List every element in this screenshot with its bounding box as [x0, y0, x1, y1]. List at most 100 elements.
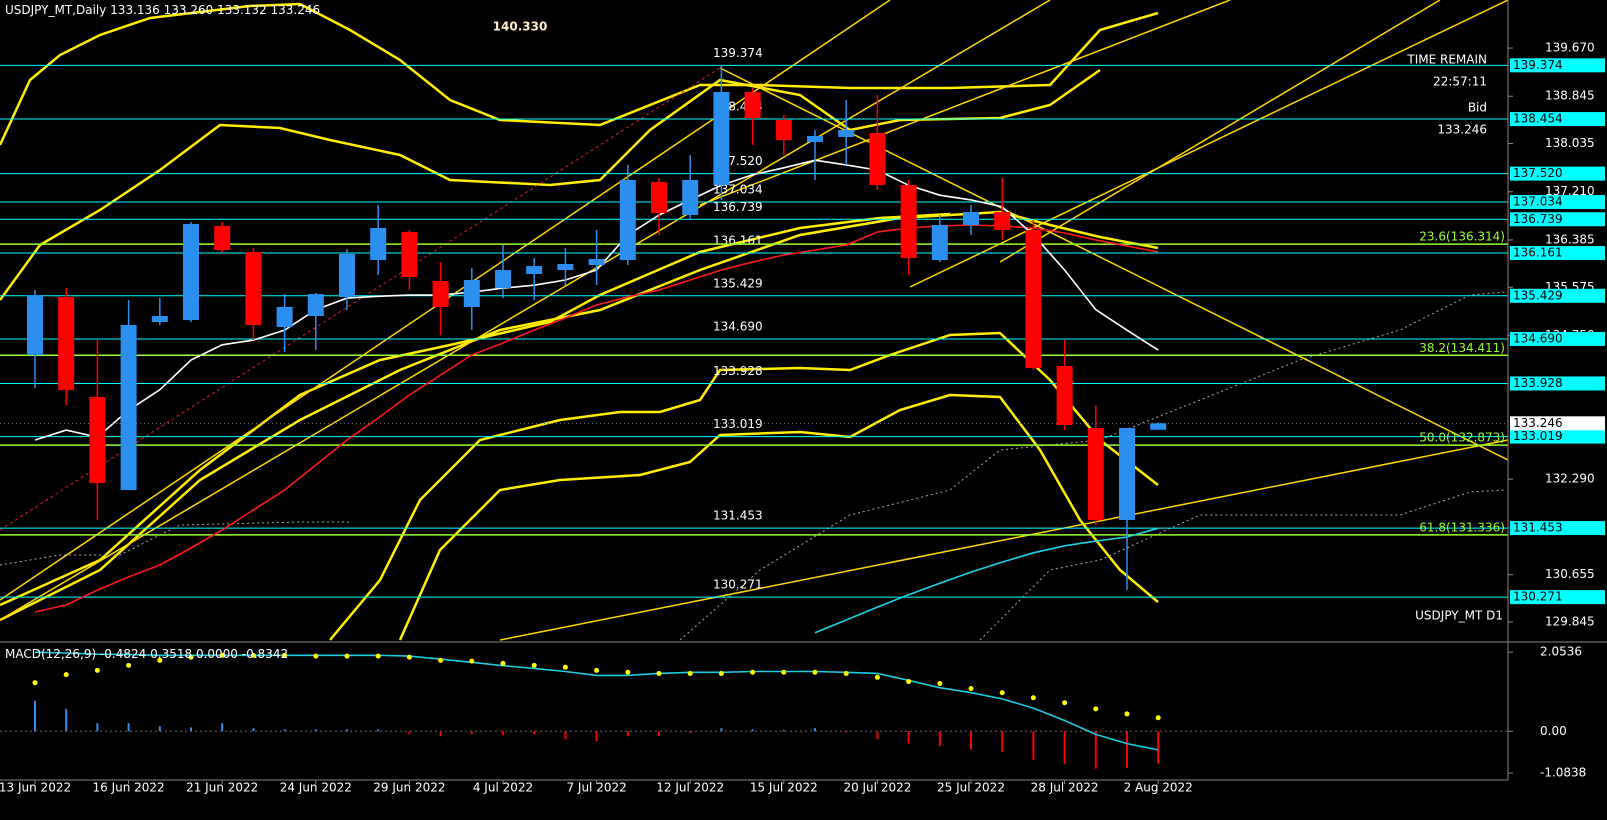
level-axis-label: 136.161 [1513, 246, 1563, 260]
x-tick-label: 12 Jul 2022 [656, 781, 724, 795]
candle-body [526, 266, 543, 275]
candle-body [651, 182, 667, 214]
signal-dot [250, 652, 256, 658]
level-label: 139.374 [713, 46, 763, 60]
level-box [1510, 246, 1605, 261]
signal-dot [438, 657, 444, 663]
candle-body [89, 397, 106, 484]
trendline [0, 0, 1051, 621]
y-tick-label: 138.845 [1545, 89, 1595, 103]
y-tick-label: 130.655 [1545, 567, 1595, 581]
current-price-label: 133.246 [1513, 416, 1563, 430]
candle-body [1087, 428, 1104, 521]
candle-body [1150, 423, 1167, 430]
signal-dot [906, 679, 912, 685]
band [0, 212, 951, 607]
band [0, 210, 1159, 622]
candle-body [619, 179, 636, 261]
macd-label: MACD(12,26,9) [5, 647, 96, 661]
level-box [1510, 58, 1605, 73]
bid-label: Bid [1468, 101, 1487, 115]
candle-body [713, 92, 730, 186]
level-label: 131.453 [713, 509, 763, 523]
trendline [0, 67, 721, 531]
y-tick-label: 138.035 [1545, 136, 1595, 150]
candle-body [838, 130, 855, 137]
candle-body [58, 297, 75, 391]
indicator-bands [0, 2, 1159, 641]
level-label: 135.429 [713, 276, 763, 290]
candle-body [588, 259, 605, 266]
candle-body [276, 307, 293, 328]
candle-body [183, 224, 199, 321]
signal-dot [718, 670, 724, 676]
candle-body [307, 294, 324, 316]
cloud [0, 291, 1506, 641]
candle-body [1119, 428, 1135, 521]
signal-dot [812, 669, 818, 675]
signal-dot [656, 670, 662, 676]
candle-body [245, 252, 262, 325]
candle-body [27, 295, 43, 356]
signal-dot [531, 662, 537, 668]
high-readout: 133.260 [164, 3, 214, 17]
candle-body [931, 225, 948, 261]
x-tick-label: 29 Jun 2022 [373, 781, 445, 795]
signal-dot [313, 653, 319, 659]
signal-dot [594, 667, 600, 673]
candle-body [214, 226, 231, 251]
x-tick-label: 13 Jun 2022 [0, 781, 71, 795]
level-label: 134.690 [713, 319, 763, 333]
signal-dot [843, 670, 849, 676]
signal-dot [126, 662, 132, 668]
x-tick-label: 20 Jul 2022 [843, 781, 911, 795]
time-remain: 22:57:11 [1433, 75, 1487, 89]
trendline [909, 0, 1508, 288]
signal-dot [282, 652, 288, 658]
level-label: 136.161 [713, 234, 763, 248]
band [329, 331, 1159, 641]
x-tick-label: 28 Jul 2022 [1031, 781, 1099, 795]
x-tick-label: 21 Jun 2022 [186, 781, 258, 795]
low-readout: 133.132 [217, 3, 267, 17]
signal-dot [687, 670, 693, 676]
signal-dot [94, 667, 100, 673]
level-axis-label: 135.429 [1513, 288, 1563, 302]
signal-dot [874, 674, 880, 680]
signal-dot [219, 652, 225, 658]
level-axis-label: 139.374 [1513, 58, 1563, 72]
y-tick-label: 136.385 [1545, 232, 1595, 246]
level-label: 136.739 [713, 200, 763, 214]
level-axis-label: 138.454 [1513, 112, 1563, 126]
level-box [1510, 166, 1605, 181]
cloud-edge [979, 489, 1506, 641]
level-axis-label: 137.520 [1513, 166, 1563, 180]
header: USDJPY_MT,Daily 133.136 133.260 133.132 … [5, 3, 320, 17]
signal-dot [63, 672, 69, 678]
signal-dot [469, 658, 475, 664]
cloud-edge [679, 291, 1506, 641]
macd-header: MACD(12,26,9) -0.4824 0.3518 0.0000 -0.8… [5, 647, 288, 661]
level-box [1510, 212, 1605, 227]
macd-tick-label: 2.0536 [1540, 645, 1582, 659]
candle-body [151, 315, 168, 323]
level-box [1510, 288, 1605, 303]
signal-dot [937, 680, 943, 686]
price-panel: 139.374138.454137.520137.034136.739136.1… [0, 0, 1508, 641]
y-tick-label: 129.845 [1545, 615, 1595, 629]
macd-tick-label: 0.00 [1540, 724, 1567, 738]
candle-body [401, 232, 418, 278]
signal-dot [375, 653, 381, 659]
level-label: 137.034 [713, 183, 763, 197]
signal-dot [1124, 711, 1130, 717]
signal-dot [562, 664, 568, 670]
y-tick-label: 137.210 [1545, 184, 1595, 198]
y-tick-label: 139.670 [1545, 41, 1595, 55]
level-box [1510, 590, 1605, 605]
level-axis-label: 131.453 [1513, 521, 1563, 535]
cloud-edge [0, 521, 350, 566]
signal-dot [625, 669, 631, 675]
x-tick-label: 24 Jun 2022 [280, 781, 352, 795]
